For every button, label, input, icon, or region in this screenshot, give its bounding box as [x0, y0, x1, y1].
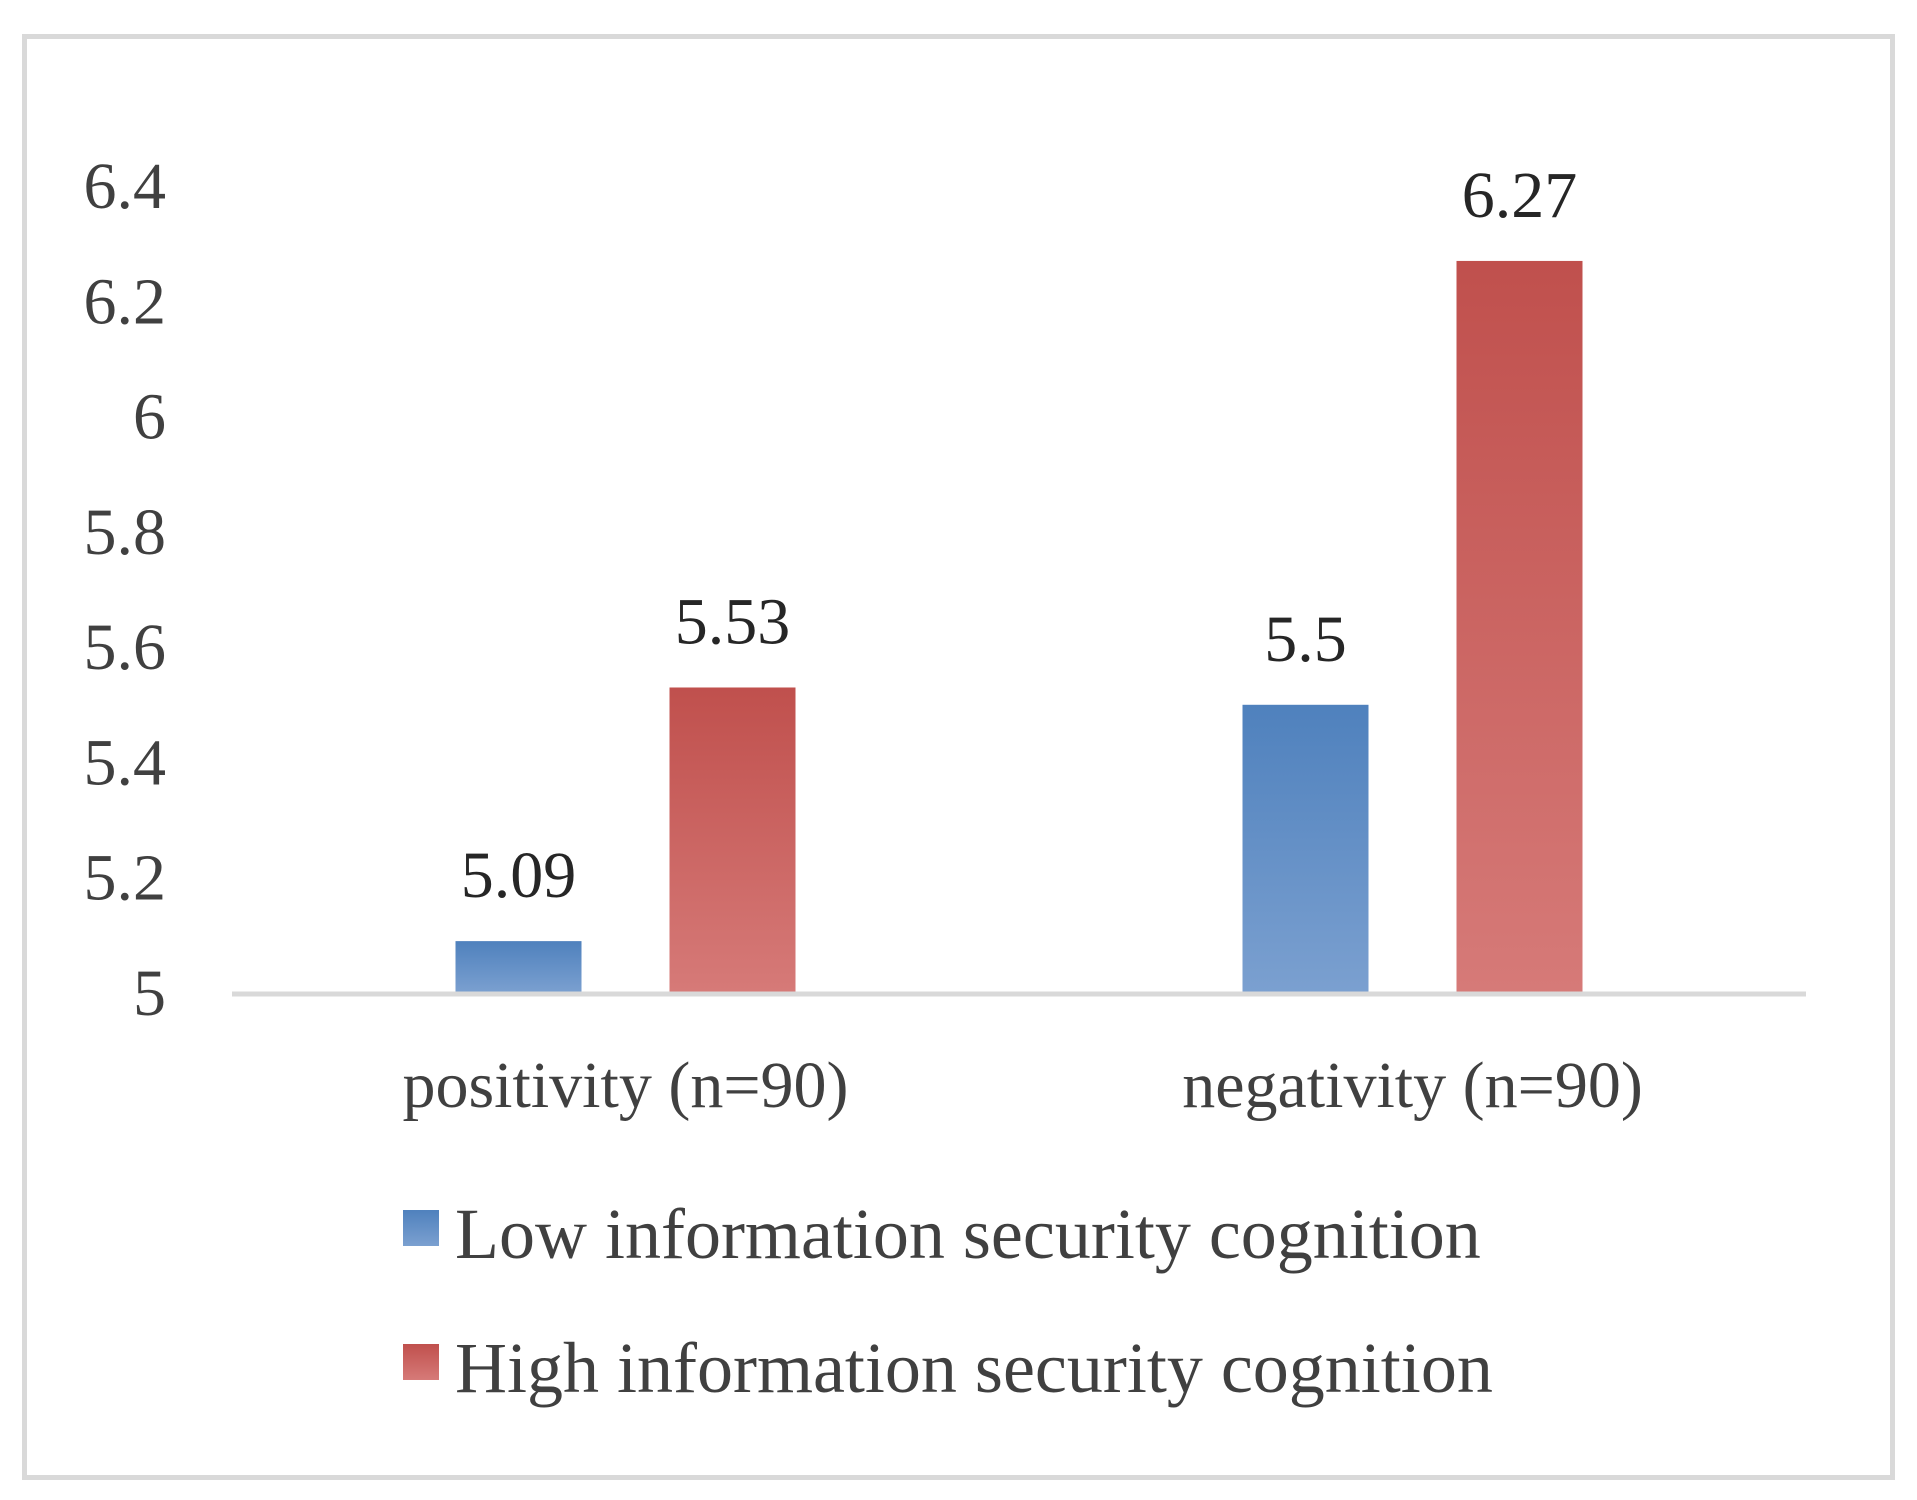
- data-label: 5.5: [1264, 603, 1347, 676]
- data-label: 5.53: [675, 585, 791, 658]
- chart-frame: [22, 34, 1895, 1480]
- x-category-label: positivity (n=90): [402, 1049, 848, 1122]
- x-axis-categories: positivity (n=90) negativity (n=90): [402, 1049, 1642, 1122]
- x-category-label: negativity (n=90): [1182, 1049, 1643, 1122]
- y-tick-label: 6.4: [84, 150, 167, 223]
- legend-swatch-low: [403, 1210, 439, 1246]
- bar-high-0: [669, 687, 796, 993]
- data-label: 6.27: [1462, 159, 1578, 232]
- data-label: 5.09: [461, 839, 577, 912]
- y-tick-label: 5.8: [84, 496, 167, 569]
- legend: Low information security cognition High i…: [403, 1194, 1493, 1408]
- bar-high-1: [1456, 260, 1583, 994]
- y-tick-label: 5: [133, 957, 166, 1030]
- legend-swatch-high: [403, 1344, 439, 1380]
- legend-label: High information security cognition: [455, 1328, 1493, 1408]
- bars: [455, 260, 1583, 994]
- legend-label: Low information security cognition: [455, 1194, 1481, 1274]
- bar-low-0: [455, 941, 582, 993]
- y-tick-label: 5.4: [84, 726, 167, 799]
- bar-low-1: [1242, 704, 1369, 993]
- y-tick-label: 6: [133, 381, 166, 454]
- y-tick-label: 6.2: [84, 265, 167, 338]
- y-axis-ticks: 5 5.2 5.4 5.6 5.8 6 6.2 6.4: [84, 150, 167, 1030]
- y-tick-label: 5.2: [84, 842, 167, 915]
- data-labels: 5.09 5.53 5.5 6.27: [461, 159, 1578, 912]
- y-tick-label: 5.6: [84, 611, 167, 684]
